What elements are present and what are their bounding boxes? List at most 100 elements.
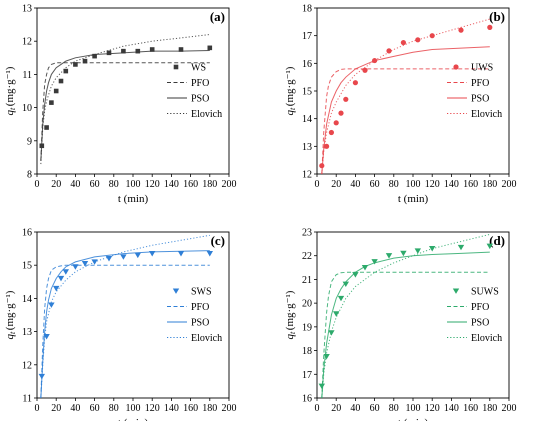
y-axis-title-unit: (mg·g⁻¹): [4, 66, 16, 106]
legend-marker: [172, 288, 180, 294]
data-point: [343, 96, 349, 102]
data-point: [44, 125, 49, 130]
y-tick-label: 23: [302, 228, 312, 239]
data-point: [149, 47, 155, 52]
x-tick-label: 140: [164, 403, 179, 414]
data-point: [318, 383, 325, 390]
fit-line-elovich: [40, 34, 210, 165]
fit-line-elovich: [321, 233, 490, 398]
y-axis-title-sub: t: [8, 107, 17, 110]
fit-line-pso: [40, 250, 210, 398]
data-point: [361, 265, 369, 271]
y-tick-label: 16: [22, 228, 32, 239]
y-axis-title: qt(mg·g⁻¹): [284, 290, 297, 339]
data-point: [81, 260, 89, 267]
data-point: [429, 33, 435, 39]
x-tick-label: 120: [425, 179, 440, 190]
series-group: [39, 34, 213, 165]
x-tick-label: 200: [502, 179, 517, 190]
x-tick-label: 160: [463, 403, 478, 414]
y-tick-label: 21: [302, 275, 312, 286]
x-tick-label: 140: [164, 179, 179, 190]
x-tick-label: 0: [315, 403, 320, 414]
plot-frame: [316, 231, 510, 399]
x-tick-label: 80: [389, 179, 399, 190]
x-tick-label: 100: [406, 403, 421, 414]
data-point: [324, 143, 330, 149]
x-tick-label: 100: [126, 179, 141, 190]
data-point: [328, 330, 335, 336]
y-tick-label: 12: [22, 37, 32, 48]
chart-panel-2: 0 20 40 60 80 100 120 140 160 180 200 12 13 14 15 16 17 1…: [284, 4, 517, 206]
legend-label: PSO: [471, 318, 489, 329]
data-point: [177, 251, 185, 257]
legend-label: UWS: [471, 63, 493, 74]
legend-label: Elovich: [471, 333, 502, 344]
y-axis-title: qt(mg·g⁻¹): [4, 66, 17, 115]
data-point: [62, 269, 69, 275]
y-tick-label: 22: [302, 251, 312, 262]
y-tick-label: 13: [22, 327, 32, 338]
x-tick-label: 60: [370, 179, 380, 190]
data-point: [73, 62, 78, 67]
y-tick-label: 10: [22, 103, 32, 114]
y-axis-title-unit: (mg·g⁻¹): [284, 290, 296, 330]
data-point: [53, 285, 60, 292]
data-point: [342, 281, 349, 288]
x-tick-label: 180: [202, 403, 217, 414]
x-tick-label: 20: [51, 179, 61, 190]
legend-label: SUWS: [471, 287, 499, 298]
data-point: [400, 250, 407, 257]
x-axis-title: t (min): [118, 417, 149, 421]
legend-label: Elovich: [471, 109, 502, 120]
y-tick-label: 17: [302, 370, 312, 381]
data-point: [135, 48, 141, 54]
series-group: [38, 234, 213, 398]
x-tick-label: 120: [145, 179, 160, 190]
x-tick-label: 80: [109, 403, 119, 414]
data-point: [105, 256, 113, 262]
panel-label: (b): [489, 9, 505, 24]
legend-label: PFO: [191, 78, 209, 89]
x-tick-label: 0: [35, 179, 40, 190]
fit-line-pso: [321, 251, 490, 398]
x-tick-label: 60: [90, 179, 100, 190]
x-tick-label: 160: [183, 403, 198, 414]
x-tick-label: 180: [482, 403, 497, 414]
x-tick-label: 0: [315, 179, 320, 190]
x-tick-label: 20: [331, 179, 341, 190]
x-tick-label: 100: [406, 179, 421, 190]
fit-line-pso: [321, 46, 490, 174]
x-tick-label: 160: [183, 179, 198, 190]
data-point: [92, 53, 97, 59]
legend: UWS PFO PSO Elovich: [447, 63, 502, 120]
data-point: [43, 334, 50, 340]
plot-frame: [316, 7, 510, 175]
y-axis-title-sub: t: [288, 107, 297, 110]
data-point: [178, 47, 184, 52]
x-tick-label: 80: [109, 179, 119, 190]
x-tick-label: 60: [90, 403, 100, 414]
y-axis-title: qt(mg·g⁻¹): [4, 290, 17, 339]
x-tick-label: 60: [370, 403, 380, 414]
data-point: [487, 24, 493, 30]
x-tick-label: 200: [222, 403, 237, 414]
data-point: [457, 244, 465, 251]
x-tick-label: 140: [444, 403, 459, 414]
legend: WS PFO PSO Elovich: [167, 63, 222, 120]
series-group: [318, 233, 493, 398]
data-point: [333, 120, 339, 126]
x-tick-label: 20: [331, 403, 341, 414]
fit-line-pfo: [321, 68, 490, 174]
legend: SUWS PFO PSO Elovich: [447, 287, 502, 344]
legend-label: PFO: [471, 302, 489, 313]
data-point: [458, 27, 464, 33]
y-tick-label: 8: [27, 170, 32, 181]
y-tick-label: 16: [302, 394, 312, 405]
x-tick-label: 120: [145, 403, 160, 414]
y-tick-label: 18: [302, 346, 312, 357]
fit-line-pso: [40, 50, 210, 161]
y-tick-label: 11: [22, 70, 32, 81]
legend-label: WS: [191, 63, 206, 74]
